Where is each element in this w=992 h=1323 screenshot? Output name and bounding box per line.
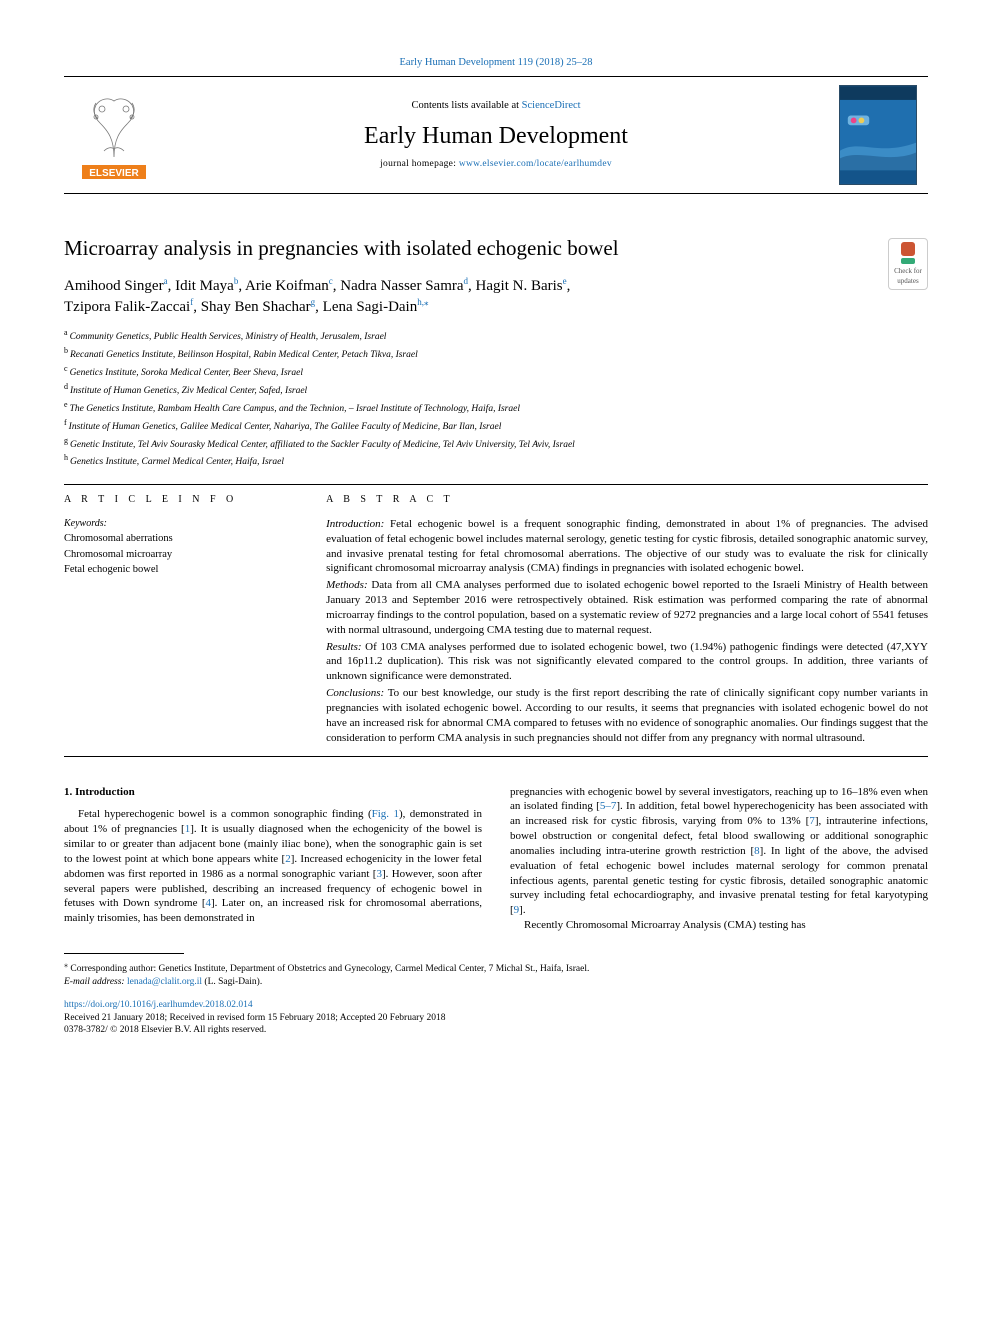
copyright-line: 0378-3782/ © 2018 Elsevier B.V. All righ… (64, 1024, 928, 1037)
journal-title: Early Human Development (164, 120, 828, 152)
affil-marker[interactable]: g (311, 297, 316, 307)
affil-marker[interactable]: d (464, 276, 469, 286)
abstract-results: Results: Of 103 CMA analyses performed d… (326, 640, 928, 685)
article-info-heading: A R T I C L E I N F O (64, 493, 298, 507)
journal-homepage-link[interactable]: www.elsevier.com/locate/earlhumdev (459, 159, 612, 169)
section-heading: 1. Introduction (64, 785, 482, 800)
abstract-intro: Introduction: Fetal echogenic bowel is a… (326, 517, 928, 576)
author: Idit Maya (175, 278, 234, 294)
affiliation: gGenetic Institute, Tel Aviv Sourasky Me… (64, 435, 928, 453)
keywords-label: Keywords: (64, 517, 298, 531)
affiliation: hGenetics Institute, Carmel Medical Cent… (64, 452, 928, 470)
figure-ref-link[interactable]: Fig. 1 (372, 808, 399, 820)
history-line: Received 21 January 2018; Received in re… (64, 1012, 928, 1025)
affil-marker[interactable]: c (329, 276, 333, 286)
paragraph: Recently Chromosomal Microarray Analysis… (510, 918, 928, 933)
paragraph: Fetal hyperechogenic bowel is a common s… (64, 807, 482, 926)
masthead: ELSEVIER Contents lists available at Sci… (64, 76, 928, 194)
affil-marker[interactable]: e (563, 276, 567, 286)
abstract-methods: Methods: Data from all CMA analyses perf… (326, 578, 928, 637)
keyword: Chromosomal microarray (64, 548, 298, 562)
contents-prefix: Contents lists available at (411, 100, 521, 111)
article-title: Microarray analysis in pregnancies with … (64, 234, 928, 262)
crossmark-icon (901, 242, 915, 256)
elsevier-word: ELSEVIER (89, 168, 139, 179)
top-citation: Early Human Development 119 (2018) 25–28 (64, 56, 928, 70)
info-abstract-row: A R T I C L E I N F O Keywords: Chromoso… (64, 493, 928, 747)
author-list: Amihood Singera, Idit Mayab, Arie Koifma… (64, 275, 928, 318)
affiliation: aCommunity Genetics, Public Health Servi… (64, 327, 928, 345)
article-info-col: A R T I C L E I N F O Keywords: Chromoso… (64, 493, 298, 747)
publisher-logo-wrap: ELSEVIER (64, 89, 164, 181)
paragraph: pregnancies with echogenic bowel by seve… (510, 785, 928, 919)
email-line: E-mail address: lenada@clalit.org.il (L.… (64, 976, 928, 989)
journal-cover-thumb (839, 85, 917, 185)
crossmark-line2: updates (897, 277, 918, 286)
body-col-left: 1. Introduction Fetal hyperechogenic bow… (64, 785, 482, 933)
corresponding-author-note: ⁎ Corresponding author: Genetics Institu… (64, 960, 928, 976)
affiliation-list: aCommunity Genetics, Public Health Servi… (64, 327, 928, 470)
abstract-heading: A B S T R A C T (326, 493, 928, 507)
author: Hagit N. Baris (476, 278, 563, 294)
keyword: Chromosomal aberrations (64, 532, 298, 546)
body-col-right: pregnancies with echogenic bowel by seve… (510, 785, 928, 933)
rule (64, 484, 928, 485)
crossmark-icon-bar (901, 258, 915, 264)
keyword: Fetal echogenic bowel (64, 563, 298, 577)
journal-homepage-line: journal homepage: www.elsevier.com/locat… (164, 158, 828, 171)
affiliation: fInstitute of Human Genetics, Galilee Me… (64, 417, 928, 435)
author: Amihood Singer (64, 278, 164, 294)
homepage-prefix: journal homepage: (380, 159, 459, 169)
affiliation: cGenetics Institute, Soroka Medical Cent… (64, 363, 928, 381)
doi-block: https://doi.org/10.1016/j.earlhumdev.201… (64, 999, 928, 1037)
affil-marker[interactable]: h,⁎ (417, 297, 428, 307)
author: Arie Koifman (245, 278, 329, 294)
body-two-col: 1. Introduction Fetal hyperechogenic bow… (64, 785, 928, 933)
footnotes: ⁎ Corresponding author: Genetics Institu… (64, 960, 928, 989)
sciencedirect-link[interactable]: ScienceDirect (522, 100, 581, 111)
abstract-text: Introduction: Fetal echogenic bowel is a… (326, 517, 928, 746)
elsevier-tree-logo: ELSEVIER (78, 89, 150, 181)
affil-marker[interactable]: f (190, 297, 193, 307)
email-label: E-mail address: (64, 977, 127, 987)
author: Nadra Nasser Samra (340, 278, 463, 294)
author: Shay Ben Shachar (201, 299, 311, 315)
citation-link[interactable]: 5–7 (600, 800, 617, 812)
author: Tzipora Falik-Zaccai (64, 299, 190, 315)
affil-marker[interactable]: a (164, 276, 168, 286)
top-citation-link[interactable]: Early Human Development 119 (2018) 25–28 (400, 57, 593, 68)
footnote-rule (64, 953, 184, 954)
abstract-col: A B S T R A C T Introduction: Fetal echo… (326, 493, 928, 747)
page-root: Early Human Development 119 (2018) 25–28… (0, 0, 992, 1077)
email-link[interactable]: lenada@clalit.org.il (127, 977, 202, 987)
rule (64, 756, 928, 757)
affiliation: eThe Genetics Institute, Rambam Health C… (64, 399, 928, 417)
contents-line: Contents lists available at ScienceDirec… (164, 99, 828, 113)
affiliation: bRecanati Genetics Institute, Beilinson … (64, 345, 928, 363)
affil-marker[interactable]: b (234, 276, 239, 286)
article-header: Check for updates Microarray analysis in… (64, 234, 928, 470)
doi-link[interactable]: https://doi.org/10.1016/j.earlhumdev.201… (64, 1000, 253, 1010)
email-who: (L. Sagi-Dain). (202, 977, 262, 987)
author: Lena Sagi-Dain (323, 299, 418, 315)
journal-cover-wrap (828, 85, 928, 185)
masthead-center: Contents lists available at ScienceDirec… (164, 99, 828, 170)
crossmark-line1: Check for (894, 267, 922, 276)
affiliation: dInstitute of Human Genetics, Ziv Medica… (64, 381, 928, 399)
keywords-list: Chromosomal aberrations Chromosomal micr… (64, 532, 298, 577)
abstract-conclusions: Conclusions: To our best knowledge, our … (326, 686, 928, 745)
crossmark-badge[interactable]: Check for updates (888, 238, 928, 290)
